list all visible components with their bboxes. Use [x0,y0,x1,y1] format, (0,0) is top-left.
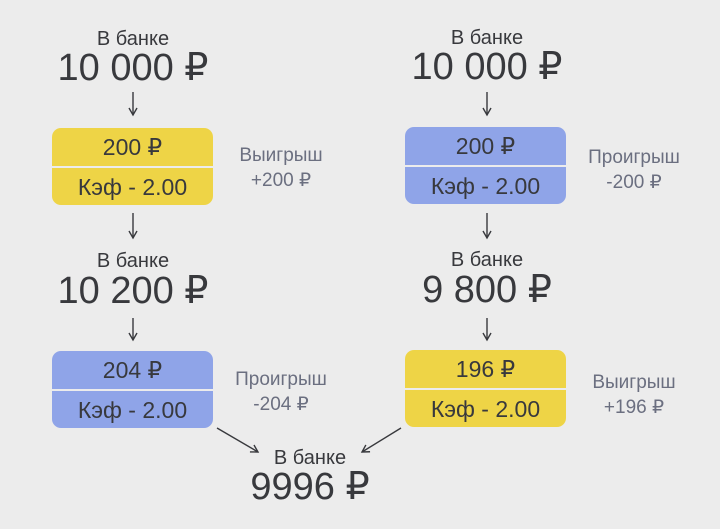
bet-box-loss: 204 ₽ Кэф - 2.00 [52,351,213,428]
result-change: -200 ₽ [606,172,662,193]
arrow [216,427,260,453]
result-label: Проигрыш [588,147,680,168]
result-label: Выигрыш [239,145,323,166]
bet-stake: 200 ₽ [405,127,566,167]
final-bank-label: В банке [273,447,347,469]
bank-amount: 10 000 ₽ [411,46,563,88]
bet-coef: Кэф - 2.00 [77,174,188,200]
bank-label: В банке [96,28,170,50]
bet-box-win: 200 ₽ Кэф - 2.00 [52,128,213,205]
bank-label: В банке [450,27,524,49]
bet-coef: Кэф - 2.00 [77,397,188,423]
bet-result: Проигрыш -204 ₽ [211,367,351,417]
bet-stake: 200 ₽ [52,128,213,168]
bank-label: В банке [450,249,524,271]
bet-stake: 204 ₽ [52,351,213,391]
bet-box-win: 196 ₽ Кэф - 2.00 [405,350,566,427]
result-label: Проигрыш [235,369,327,390]
result-label: Выигрыш [592,372,676,393]
arrow [360,427,402,453]
bet-stake: 196 ₽ [405,350,566,390]
result-change: -204 ₽ [253,394,309,415]
bet-coef: Кэф - 2.00 [430,173,541,199]
final-bank-amount: 9996 ₽ [250,466,370,508]
bank-amount: 10 200 ₽ [57,270,209,312]
bank-amount: 10 000 ₽ [57,47,209,89]
result-change: +200 ₽ [250,170,312,191]
bank-amount: 9 800 ₽ [422,269,552,311]
result-change: +196 ₽ [603,397,665,418]
bet-coef: Кэф - 2.00 [430,396,541,422]
bet-result: Выигрыш +196 ₽ [564,370,704,420]
bet-box-loss: 200 ₽ Кэф - 2.00 [405,127,566,204]
bet-result: Выигрыш +200 ₽ [211,143,351,193]
bank-label: В банке [96,250,170,272]
bet-result: Проигрыш -200 ₽ [564,145,704,195]
